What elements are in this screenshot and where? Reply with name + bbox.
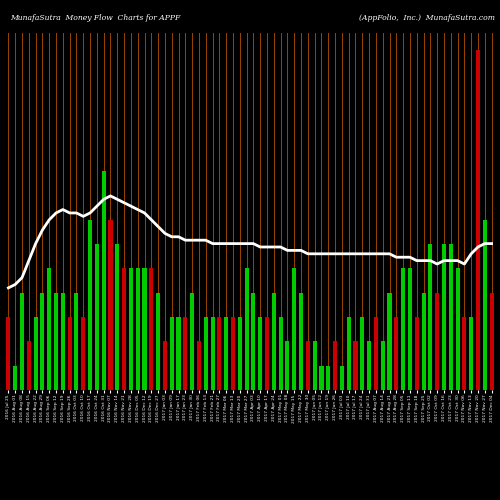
Bar — [414, 317, 419, 390]
Bar — [20, 292, 24, 390]
Bar — [122, 268, 126, 390]
Text: (AppFolio,  Inc.)  MunafaSutra.com: (AppFolio, Inc.) MunafaSutra.com — [359, 14, 495, 22]
Bar — [81, 317, 86, 390]
Bar — [422, 292, 426, 390]
Bar — [374, 317, 378, 390]
Bar — [40, 292, 44, 390]
Bar — [102, 171, 105, 390]
Bar — [333, 342, 337, 390]
Bar — [326, 366, 330, 390]
Bar — [265, 317, 269, 390]
Bar — [95, 244, 99, 390]
Bar — [367, 342, 371, 390]
Bar — [448, 244, 453, 390]
Bar — [490, 292, 494, 390]
Bar — [170, 317, 174, 390]
Bar — [483, 220, 487, 390]
Text: MunafaSutra  Money Flow  Charts for APPF: MunafaSutra Money Flow Charts for APPF — [10, 14, 180, 22]
Bar — [428, 244, 432, 390]
Bar — [68, 317, 71, 390]
Bar — [54, 292, 58, 390]
Bar — [462, 317, 466, 390]
Bar — [320, 366, 324, 390]
Bar — [224, 317, 228, 390]
Bar — [142, 268, 146, 390]
Bar — [231, 317, 235, 390]
Bar — [27, 342, 31, 390]
Bar — [47, 268, 52, 390]
Bar — [272, 292, 276, 390]
Bar — [252, 292, 256, 390]
Bar — [6, 317, 10, 390]
Bar — [244, 268, 248, 390]
Bar — [346, 317, 350, 390]
Bar — [150, 268, 154, 390]
Bar — [13, 366, 17, 390]
Bar — [442, 244, 446, 390]
Bar — [340, 366, 344, 390]
Bar — [74, 292, 78, 390]
Bar — [380, 342, 385, 390]
Bar — [286, 342, 290, 390]
Bar — [408, 268, 412, 390]
Bar — [258, 317, 262, 390]
Bar — [163, 342, 167, 390]
Bar — [204, 317, 208, 390]
Bar — [184, 317, 188, 390]
Bar — [469, 317, 473, 390]
Bar — [108, 220, 112, 390]
Bar — [388, 292, 392, 390]
Bar — [156, 292, 160, 390]
Bar — [299, 292, 303, 390]
Bar — [34, 317, 38, 390]
Bar — [401, 268, 405, 390]
Bar — [360, 317, 364, 390]
Bar — [312, 342, 316, 390]
Bar — [238, 317, 242, 390]
Bar — [476, 50, 480, 390]
Bar — [88, 220, 92, 390]
Bar — [306, 342, 310, 390]
Bar — [456, 268, 460, 390]
Bar — [210, 317, 214, 390]
Bar — [176, 317, 180, 390]
Bar — [354, 342, 358, 390]
Bar — [129, 268, 133, 390]
Bar — [115, 244, 119, 390]
Bar — [136, 268, 140, 390]
Bar — [197, 342, 201, 390]
Bar — [190, 292, 194, 390]
Bar — [61, 292, 65, 390]
Bar — [292, 268, 296, 390]
Bar — [435, 292, 439, 390]
Bar — [278, 317, 282, 390]
Bar — [394, 317, 398, 390]
Bar — [218, 317, 222, 390]
